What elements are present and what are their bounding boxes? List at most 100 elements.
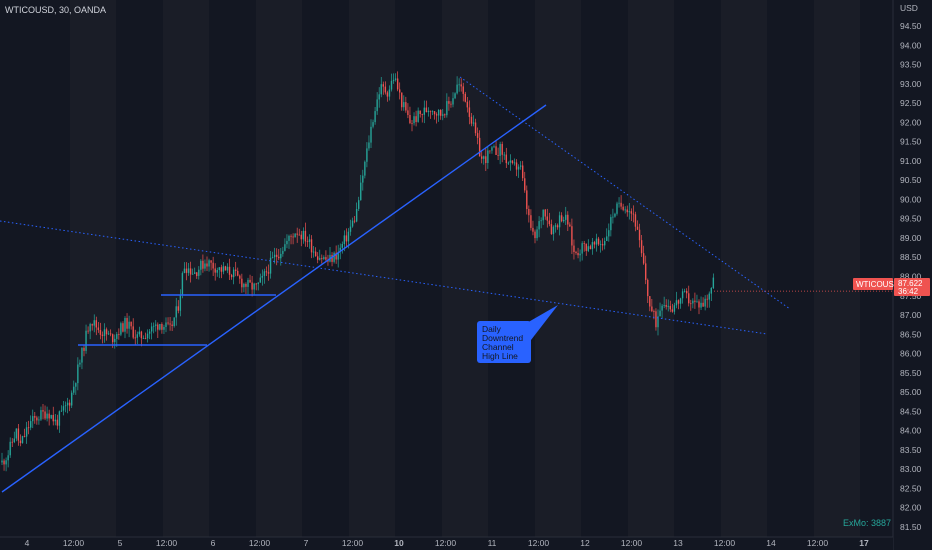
price-tick-label: 94.50 — [900, 21, 922, 31]
candle-body — [396, 78, 399, 90]
candle-body — [464, 93, 466, 102]
candle-body — [378, 94, 380, 100]
candle-body — [153, 325, 155, 327]
uptrend-line[interactable] — [1, 104, 547, 493]
price-tick-label: 86.50 — [900, 329, 922, 339]
candle-body — [296, 233, 298, 235]
candle-body — [431, 111, 434, 112]
candle-body — [38, 419, 40, 421]
candle-body — [589, 246, 592, 250]
candle-body — [411, 123, 413, 124]
time-tick-label: 12 — [580, 538, 590, 548]
candle-body — [362, 175, 364, 183]
candle-body — [413, 116, 415, 124]
candle-body — [341, 244, 343, 248]
candle-body — [34, 416, 36, 418]
candle-body — [54, 419, 56, 422]
candle-body — [208, 260, 210, 267]
candle-body — [636, 226, 639, 230]
candle-body — [124, 318, 126, 332]
candle-body — [372, 122, 374, 127]
candle-body — [1, 460, 3, 463]
candle-body — [554, 225, 557, 227]
price-tick-label: 89.00 — [900, 233, 922, 243]
candle-body — [261, 275, 264, 278]
candle-body — [101, 334, 104, 336]
candle-body — [638, 229, 641, 241]
candle-body — [17, 428, 20, 441]
time-tick-label: 4 — [25, 538, 30, 548]
candle-body — [710, 288, 712, 294]
candle-body — [513, 162, 516, 164]
candle-body — [77, 364, 79, 384]
candle-body — [417, 110, 419, 122]
candle-body — [696, 301, 698, 303]
candle-body — [278, 256, 280, 259]
session-bands — [70, 0, 932, 537]
candle-body — [501, 144, 503, 155]
candle-body — [583, 243, 585, 244]
candle-body — [390, 80, 393, 90]
candle-body — [44, 411, 46, 419]
candle-body — [202, 260, 204, 269]
candle-body — [353, 220, 356, 222]
candle-body — [558, 215, 561, 228]
price-tick-label: 90.00 — [900, 194, 922, 204]
candle-body — [321, 258, 323, 259]
price-axis[interactable]: USD 81.5082.0082.5083.0083.5084.0084.508… — [892, 0, 932, 550]
candle-body — [591, 242, 594, 250]
trendlines[interactable] — [0, 76, 893, 493]
candle-body — [204, 263, 206, 269]
time-tick-label: 13 — [673, 538, 683, 548]
candle-body — [499, 144, 501, 156]
candle-body — [304, 230, 307, 242]
candle-body — [456, 84, 458, 94]
candle-body — [370, 126, 372, 143]
candle-body — [87, 330, 89, 332]
candle-body — [688, 293, 690, 304]
candle-body — [136, 334, 138, 338]
candle-body — [364, 161, 366, 176]
downtrend-line[interactable] — [459, 76, 791, 310]
session-band — [163, 0, 209, 537]
time-tick-label: 7 — [304, 538, 309, 548]
time-axis[interactable]: 4 12:00 5 12:00 6 12:00 7 12:00 10 12:00 11 12:00 12… — [0, 536, 893, 550]
candle-body — [68, 402, 71, 406]
annotation-callout[interactable]: Daily Downtrend Channel High Line — [477, 305, 558, 363]
candle-body — [567, 214, 569, 225]
candle-body — [474, 122, 477, 134]
time-tick-label: 12:00 — [435, 538, 457, 548]
candle-body — [423, 107, 425, 115]
symbol-title[interactable]: WTICOUSD, 30, OANDA — [5, 5, 106, 15]
candle-body — [146, 333, 149, 339]
candle-body — [58, 411, 61, 426]
candle-body — [382, 84, 384, 87]
candle-body — [442, 114, 444, 116]
price-tick-label: 85.50 — [900, 368, 922, 378]
candle-body — [343, 235, 346, 244]
candle-body — [427, 110, 430, 113]
candle-body — [19, 440, 22, 444]
candle-body — [284, 244, 286, 251]
candle-body — [487, 150, 489, 163]
candle-body — [565, 214, 567, 220]
candle-body — [655, 311, 657, 328]
candle-body — [175, 306, 177, 318]
candle-body — [249, 279, 251, 283]
candle-body — [179, 294, 182, 311]
candle-body — [206, 263, 208, 267]
channel-high-line[interactable] — [0, 220, 768, 335]
candle-body — [380, 84, 382, 95]
candle-body — [585, 243, 587, 251]
candle-body — [374, 111, 376, 123]
candle-body — [358, 200, 360, 209]
candle-body — [97, 327, 100, 330]
candle-body — [489, 150, 491, 152]
candle-body — [62, 406, 65, 411]
candle-body — [71, 392, 73, 406]
candle-body — [679, 298, 682, 304]
candle-body — [196, 272, 198, 276]
candle-body — [83, 347, 85, 351]
